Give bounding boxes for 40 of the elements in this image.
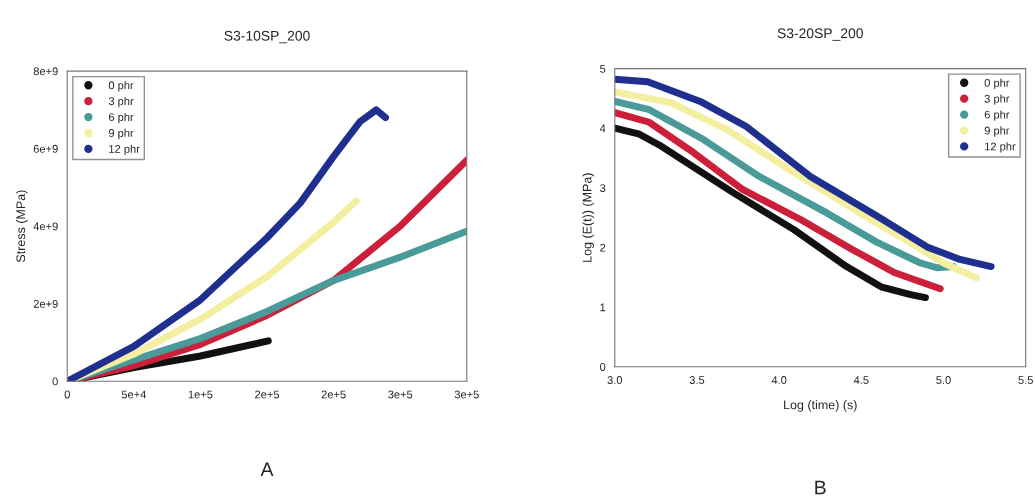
text: B xyxy=(815,480,826,495)
x-tick-label: 4.0 xyxy=(771,376,787,384)
x-tick-label: 3.5 xyxy=(689,376,705,384)
x-tick-label: 0 xyxy=(64,390,70,399)
legend-label: 12 phr xyxy=(109,144,140,156)
x-tick-label: 3.0 xyxy=(607,376,623,384)
y-tick-label: 6e+9 xyxy=(33,144,58,153)
legend-label: 3 phr xyxy=(984,94,1010,105)
y-axis-title: Log (E(t)) (MPa) xyxy=(582,173,595,262)
x-tick-label: 3e+5 xyxy=(388,390,413,399)
x-tick-label: 4.5 xyxy=(853,376,869,384)
y-tick-label: 2e+9 xyxy=(33,299,58,308)
legend-label: 6 phr xyxy=(984,110,1010,121)
y-tick-label: 1 xyxy=(600,303,606,312)
legend-label: 12 phr xyxy=(985,142,1016,153)
y-tick-label: 4 xyxy=(599,124,606,133)
x-tick-label: 5.0 xyxy=(936,376,951,384)
y-tick-label: 4e+9 xyxy=(33,222,58,231)
x-tick-label: 3e+5 xyxy=(454,390,479,399)
x-tick-label: 2e+5 xyxy=(321,390,346,399)
legend-label: 9 phr xyxy=(108,128,134,140)
legend-label: 6 phr xyxy=(108,112,134,124)
chart-title: S3-10SP_200 xyxy=(224,30,310,44)
legend-label: 9 phr xyxy=(984,126,1010,137)
legend-label: 3 phr xyxy=(108,96,134,108)
y-tick-label: 0 xyxy=(600,363,606,371)
legend-label: 0 phr xyxy=(108,81,134,92)
x-tick-label: 5e+4 xyxy=(121,390,147,399)
x-tick-label: 2e+5 xyxy=(255,390,280,399)
y-tick-label: 2 xyxy=(600,243,606,252)
x-axis-title: Log (time) (s) xyxy=(784,400,857,412)
legend-label: 0 phr xyxy=(984,78,1010,89)
chart-title: S3-20SP_200 xyxy=(777,28,863,41)
text: A xyxy=(260,462,274,476)
x-tick-label: 5.5 xyxy=(1018,376,1033,384)
y-tick-label: 5 xyxy=(600,64,606,73)
x-tick-label: 1e+5 xyxy=(188,390,213,399)
y-tick-label: 8e+9 xyxy=(33,67,58,76)
y-tick-label: 3 xyxy=(600,184,606,192)
y-axis-title: Stress (MPa) xyxy=(16,190,28,263)
